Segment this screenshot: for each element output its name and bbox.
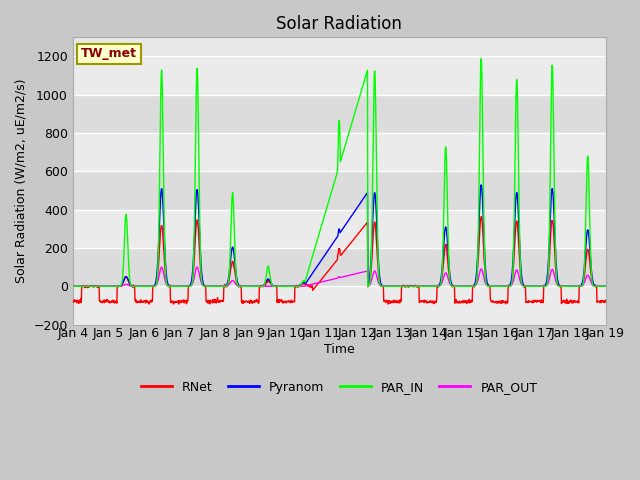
Legend: RNet, Pyranom, PAR_IN, PAR_OUT: RNet, Pyranom, PAR_IN, PAR_OUT <box>136 376 542 399</box>
Y-axis label: Solar Radiation (W/m2, uE/m2/s): Solar Radiation (W/m2, uE/m2/s) <box>15 79 28 283</box>
Bar <box>73 133 605 171</box>
Bar <box>73 210 605 248</box>
Bar <box>73 57 605 95</box>
Bar <box>73 95 605 133</box>
Text: TW_met: TW_met <box>81 48 137 60</box>
Title: Solar Radiation: Solar Radiation <box>276 15 402 33</box>
Bar <box>73 171 605 210</box>
Bar <box>73 248 605 286</box>
Bar <box>73 286 605 324</box>
X-axis label: Time: Time <box>324 343 355 356</box>
